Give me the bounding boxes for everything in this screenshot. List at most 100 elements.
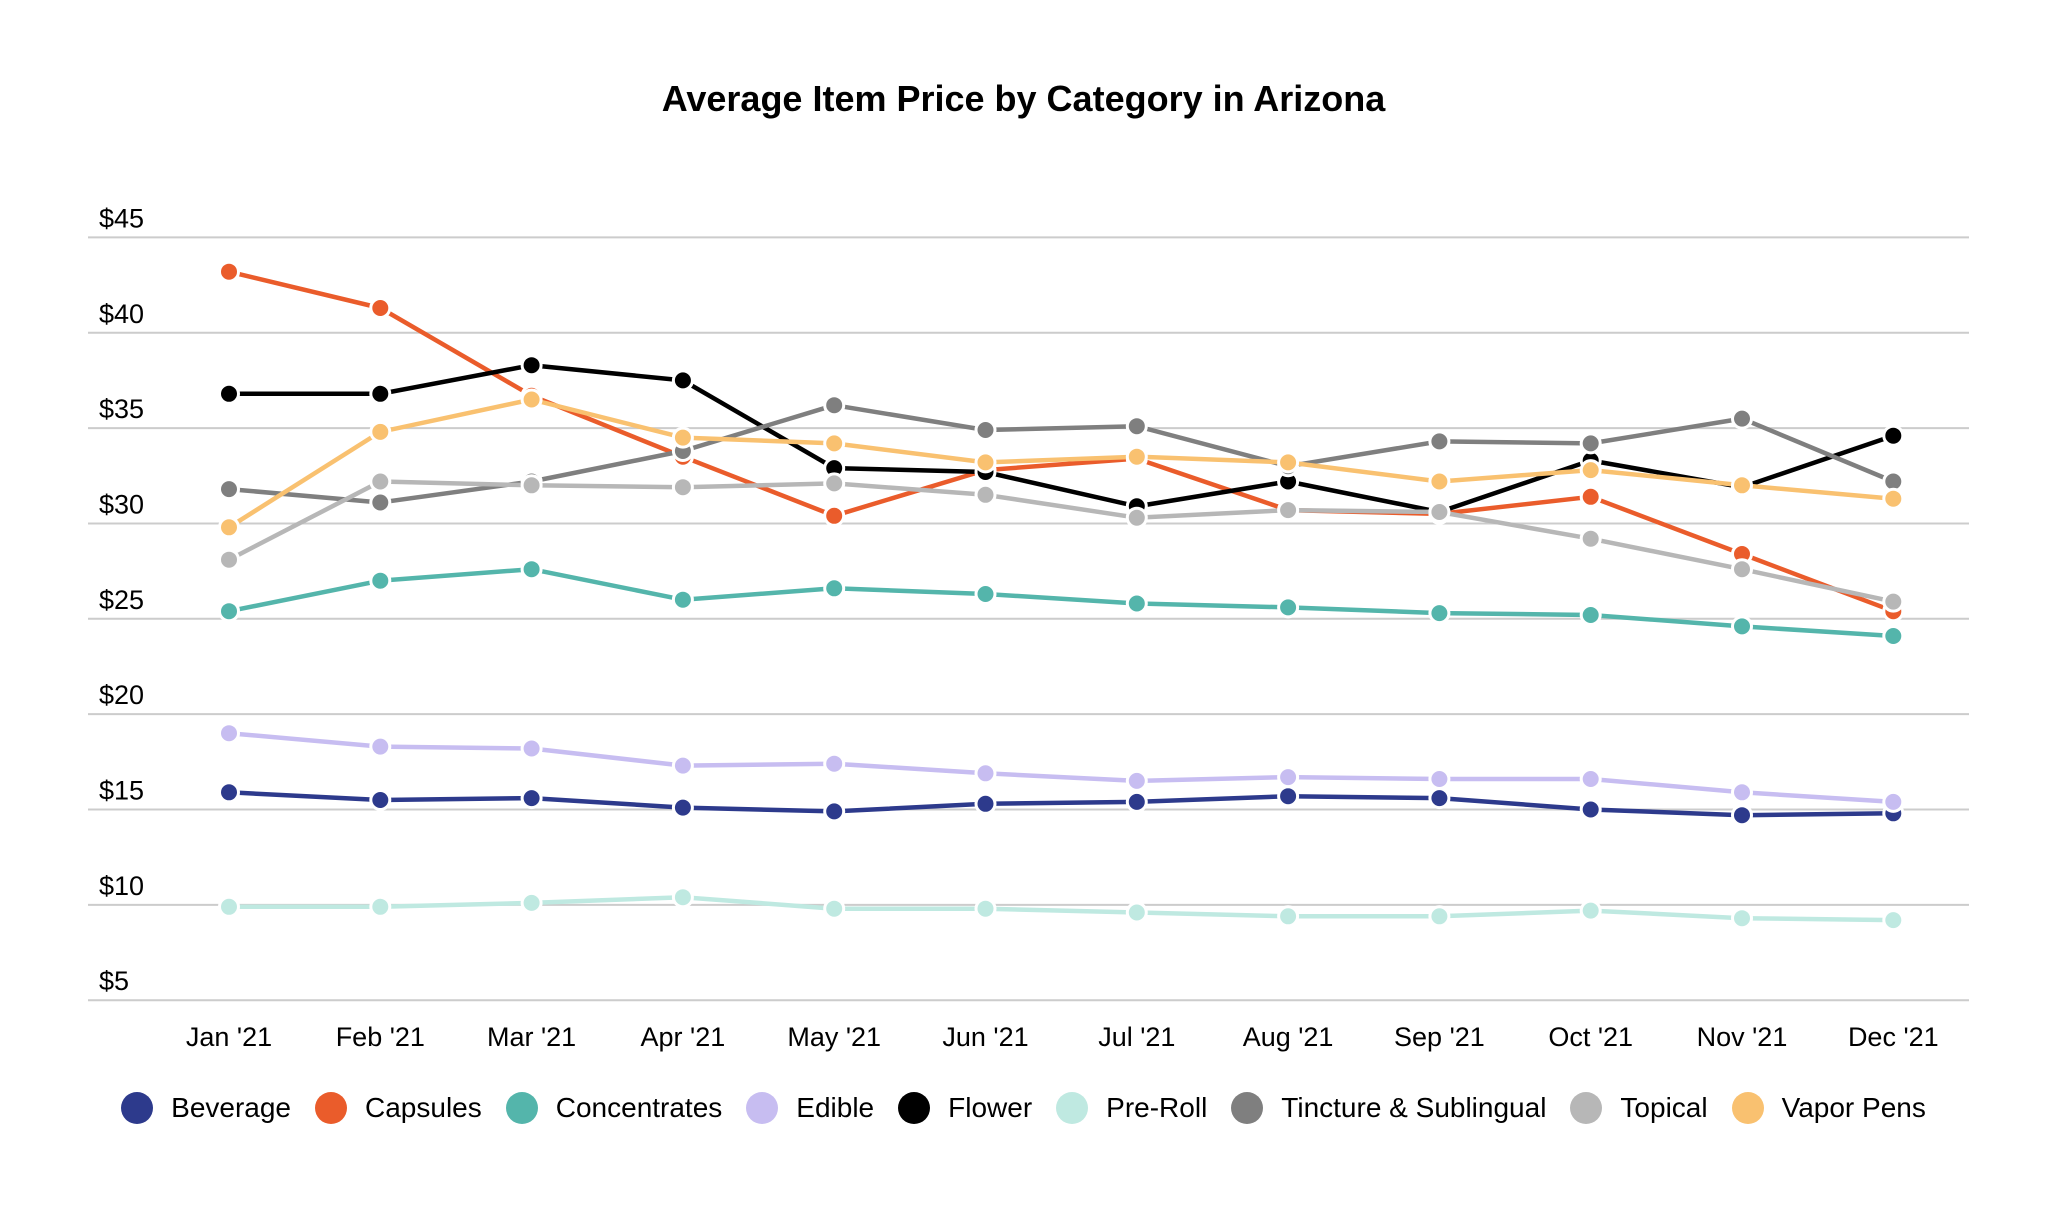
x-axis-tick-label: Dec '21 xyxy=(1848,1022,1939,1052)
data-point-vapor-pens xyxy=(1882,487,1905,510)
data-point-concentrates xyxy=(671,588,694,611)
legend-marker-pre-roll xyxy=(1056,1092,1089,1124)
legend-item-beverage[interactable]: Beverage xyxy=(121,1092,291,1124)
data-point-pre-roll xyxy=(671,886,694,909)
data-point-vapor-pens xyxy=(520,388,543,411)
data-point-tincture-sublingual xyxy=(1428,430,1451,453)
data-point-vapor-pens xyxy=(823,432,846,455)
data-point-edible xyxy=(823,752,846,775)
y-axis-tick-label: $40 xyxy=(99,299,144,329)
data-point-tincture-sublingual xyxy=(1125,415,1148,438)
series-pre-roll xyxy=(218,886,1905,932)
legend-label-beverage: Beverage xyxy=(171,1092,292,1123)
data-point-topical xyxy=(1125,506,1148,529)
data-point-concentrates xyxy=(1125,592,1148,615)
data-point-vapor-pens xyxy=(1579,459,1602,482)
data-point-vapor-pens xyxy=(974,451,997,474)
legend-item-topical[interactable]: Topical xyxy=(1570,1092,1708,1124)
legend-marker-vapor-pens xyxy=(1731,1092,1764,1124)
data-point-vapor-pens xyxy=(1125,445,1148,468)
x-axis-tick-label: Jul '21 xyxy=(1098,1022,1175,1052)
series-line-vapor-pens xyxy=(226,397,1896,530)
y-axis-tick-label: $5 xyxy=(99,966,129,996)
data-point-tincture-sublingual xyxy=(1731,407,1753,430)
data-point-topical xyxy=(671,476,694,499)
data-point-capsules xyxy=(1579,485,1602,508)
data-point-tincture-sublingual xyxy=(1579,432,1602,455)
data-point-concentrates xyxy=(1579,604,1602,626)
legend-item-capsules[interactable]: Capsules xyxy=(315,1092,482,1124)
data-point-tincture-sublingual xyxy=(823,394,846,417)
data-point-flower xyxy=(671,369,694,392)
data-point-vapor-pens xyxy=(1277,451,1300,474)
data-point-edible xyxy=(1731,781,1753,804)
data-point-capsules xyxy=(823,504,846,527)
y-axis-tick-label: $10 xyxy=(99,871,144,901)
series-beverage xyxy=(218,781,1905,827)
y-axis-tick-label: $15 xyxy=(99,776,144,806)
legend-item-flower[interactable]: Flower xyxy=(898,1092,1032,1124)
data-point-topical xyxy=(218,548,240,571)
legend-item-pre-roll[interactable]: Pre-Roll xyxy=(1056,1092,1207,1124)
x-axis-tick-label: May '21 xyxy=(787,1022,881,1052)
legend-label-concentrates: Concentrates xyxy=(555,1092,723,1123)
data-point-pre-roll xyxy=(1579,899,1602,922)
data-point-concentrates xyxy=(1277,596,1300,619)
y-axis: $45 $40 $35 $30 $25 $20 $15 $10 $5 xyxy=(88,203,1969,1002)
data-point-beverage xyxy=(520,787,543,810)
x-axis-tick-label: Nov '21 xyxy=(1697,1022,1788,1052)
data-point-flower xyxy=(369,382,392,405)
data-point-pre-roll xyxy=(1731,907,1753,930)
data-point-topical xyxy=(520,474,543,497)
legend-label-pre-roll: Pre-Roll xyxy=(1106,1092,1208,1123)
series-topical xyxy=(218,470,1905,613)
x-axis-tick-label: Mar '21 xyxy=(487,1022,576,1052)
data-point-edible xyxy=(1579,768,1602,790)
x-axis-tick-label: Sep '21 xyxy=(1394,1022,1485,1052)
data-point-pre-roll xyxy=(1125,901,1148,924)
data-point-vapor-pens xyxy=(1731,474,1753,497)
legend-item-concentrates[interactable]: Concentrates xyxy=(505,1092,723,1124)
data-point-pre-roll xyxy=(1882,909,1905,932)
y-axis-tick-label: $30 xyxy=(99,490,144,520)
data-point-topical xyxy=(1882,590,1905,613)
data-point-tincture-sublingual xyxy=(369,491,392,514)
data-point-topical xyxy=(823,472,846,495)
data-point-topical xyxy=(974,483,997,506)
data-point-flower xyxy=(1882,424,1905,447)
data-point-beverage xyxy=(1428,787,1451,810)
legend-label-edible: Edible xyxy=(796,1092,875,1123)
y-axis-tick-label: $35 xyxy=(99,394,144,424)
data-point-concentrates xyxy=(369,569,392,592)
data-point-vapor-pens xyxy=(671,426,694,449)
series-flower xyxy=(218,354,1905,523)
data-point-edible xyxy=(1882,790,1905,813)
data-point-tincture-sublingual xyxy=(218,478,240,501)
legend-marker-capsules xyxy=(315,1092,348,1124)
series-line-beverage xyxy=(226,790,1896,818)
series-line-pre-roll xyxy=(226,894,1896,923)
data-point-beverage xyxy=(369,789,392,811)
data-point-pre-roll xyxy=(1428,905,1451,928)
chart-title: Average Item Price by Category in Arizon… xyxy=(661,78,1386,119)
data-point-vapor-pens xyxy=(369,420,392,443)
data-point-pre-roll xyxy=(520,891,543,914)
series-line-capsules xyxy=(226,269,1896,614)
legend-item-vapor-pens[interactable]: Vapor Pens xyxy=(1731,1092,1926,1124)
chart-legend: Beverage Capsules Concentrates Edible Flower… xyxy=(0,1092,2047,1124)
series-line-flower xyxy=(226,362,1896,515)
data-point-concentrates xyxy=(218,600,240,623)
series-vapor-pens xyxy=(218,388,1905,539)
legend-item-edible[interactable]: Edible xyxy=(746,1092,874,1124)
x-axis-tick-label: Aug '21 xyxy=(1243,1022,1334,1052)
data-point-topical xyxy=(1428,501,1451,523)
data-point-concentrates xyxy=(1428,602,1451,625)
data-point-concentrates xyxy=(823,577,846,600)
legend-item-tincture-sublingual[interactable]: Tincture & Sublingual xyxy=(1231,1092,1546,1124)
legend-label-tincture-sublingual: Tincture & Sublingual xyxy=(1281,1092,1547,1123)
legend-marker-tincture-sublingual xyxy=(1231,1092,1264,1124)
data-point-vapor-pens xyxy=(218,516,240,539)
data-point-topical xyxy=(1579,527,1602,550)
data-point-pre-roll xyxy=(218,895,240,918)
series-concentrates xyxy=(218,558,1905,647)
